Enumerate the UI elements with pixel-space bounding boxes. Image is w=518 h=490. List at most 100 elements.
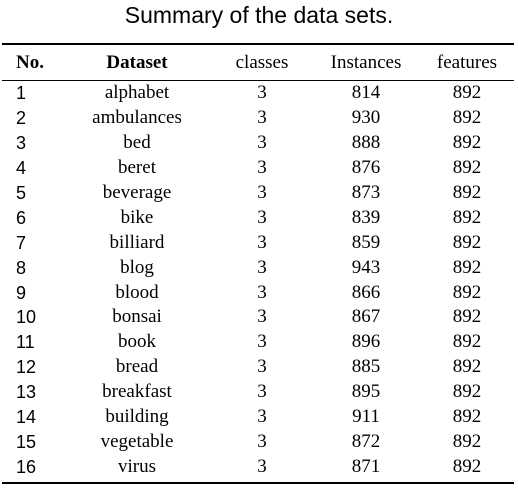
top-rule: [2, 43, 514, 45]
instances-value: 895: [351, 381, 381, 403]
row-number: 2: [16, 108, 27, 129]
instances-value: 885: [351, 356, 381, 378]
table-row: 16 virus 3 871 892: [2, 454, 514, 479]
row-number: 12: [16, 357, 37, 378]
table-row: 11 book 3 896 892: [2, 330, 514, 355]
features-value: 892: [452, 132, 482, 154]
classes-value: 3: [257, 107, 267, 129]
instances-value: 888: [351, 132, 381, 154]
dataset-name: breakfast: [102, 381, 172, 403]
row-number: 3: [16, 133, 27, 154]
instances-value: 943: [351, 256, 381, 278]
table-row: 10 bonsai 3 867 892: [2, 305, 514, 330]
row-number: 7: [16, 232, 27, 253]
header-rule: [2, 80, 514, 81]
header-row: No. Dataset classes Instances features: [2, 45, 514, 80]
features-value: 892: [452, 406, 482, 428]
table-row: 2 ambulances 3 930 892: [2, 106, 514, 131]
features-value: 892: [452, 182, 482, 203]
instances-value: 839: [351, 206, 381, 228]
features-value: 892: [452, 256, 482, 278]
row-number: 1: [16, 83, 27, 104]
dataset-name: bread: [115, 356, 159, 378]
row-number: 10: [16, 307, 37, 328]
classes-value: 3: [257, 82, 267, 104]
row-number: 5: [16, 183, 27, 203]
row-number: 14: [16, 407, 37, 428]
features-value: 892: [452, 331, 482, 353]
classes-value: 3: [257, 182, 267, 203]
table-row: 13 breakfast 3 895 892: [2, 380, 514, 405]
row-number: 9: [16, 282, 27, 303]
dataset-name: book: [118, 331, 156, 353]
features-value: 892: [452, 455, 482, 477]
table-row: 14 building 3 911 892: [2, 405, 514, 430]
features-value: 892: [452, 356, 482, 378]
classes-value: 3: [257, 356, 267, 378]
classes-value: 3: [257, 206, 267, 228]
row-number: 15: [16, 431, 37, 452]
table-row: 3 bed 3 888 892: [2, 131, 514, 156]
classes-value: 3: [257, 157, 267, 179]
table-row: 12 bread 3 885 892: [2, 355, 514, 380]
features-value: 892: [452, 82, 482, 104]
table-row: 6 bike 3 839 892: [2, 205, 514, 230]
dataset-name: blog: [120, 256, 154, 278]
table-row: 9 blood 3 866 892: [2, 280, 514, 305]
row-number: 8: [16, 257, 27, 278]
features-value: 892: [452, 157, 482, 179]
instances-value: 930: [351, 107, 381, 129]
bottom-rule: [2, 482, 514, 484]
instances-value: 873: [351, 182, 381, 203]
classes-value: 3: [257, 256, 267, 278]
features-value: 892: [452, 430, 482, 452]
instances-value: 872: [351, 430, 381, 452]
instances-value: 896: [351, 331, 381, 353]
classes-value: 3: [257, 231, 267, 253]
classes-value: 3: [257, 281, 267, 303]
classes-value: 3: [257, 381, 267, 403]
classes-value: 3: [257, 455, 267, 477]
features-value: 892: [452, 107, 482, 129]
features-value: 892: [452, 306, 482, 328]
dataset-name: bike: [120, 206, 154, 228]
classes-value: 3: [257, 306, 267, 328]
features-value: 892: [452, 231, 482, 253]
classes-value: 3: [257, 132, 267, 154]
table-caption: Summary of the data sets.: [124, 2, 394, 28]
dataset-name: building: [105, 406, 169, 428]
row-number: 16: [16, 456, 37, 477]
row-number: 13: [16, 382, 37, 403]
row-number: 4: [16, 158, 27, 179]
row-number: 11: [16, 332, 35, 353]
header-no: No.: [16, 51, 44, 73]
dataset-name: blood: [115, 281, 159, 303]
dataset-name: vegetable: [100, 430, 174, 452]
instances-value: 866: [351, 281, 381, 303]
table-row: 1 alphabet 3 814 892: [2, 80, 514, 106]
table-row: 4 beret 3 876 892: [2, 156, 514, 181]
header-features: features: [436, 51, 498, 73]
data-sets-table: No. Dataset classes Instances features 1…: [2, 45, 514, 479]
classes-value: 3: [257, 430, 267, 452]
dataset-name: bonsai: [112, 306, 162, 328]
table-row: 8 blog 3 943 892: [2, 255, 514, 280]
dataset-name: beret: [118, 157, 156, 179]
features-value: 892: [452, 206, 482, 228]
instances-value: 876: [351, 157, 381, 179]
classes-value: 3: [257, 331, 267, 353]
instances-value: 867: [351, 306, 381, 328]
features-value: 892: [452, 281, 482, 303]
dataset-name: ambulances: [92, 107, 182, 129]
row-number: 6: [16, 207, 27, 228]
features-value: 892: [452, 381, 482, 403]
dataset-name: beverage: [102, 182, 172, 203]
header-instances: Instances: [330, 51, 402, 73]
table-body: 1 alphabet 3 814 892 2 ambulances 3 930 892 3 bed 3 8…: [2, 80, 514, 479]
instances-value: 859: [351, 231, 381, 253]
dataset-name: alphabet: [104, 82, 170, 104]
header-dataset: Dataset: [106, 51, 168, 73]
table-row: 15 vegetable 3 872 892: [2, 429, 514, 454]
dataset-name: virus: [118, 455, 156, 477]
instances-value: 814: [351, 82, 381, 104]
